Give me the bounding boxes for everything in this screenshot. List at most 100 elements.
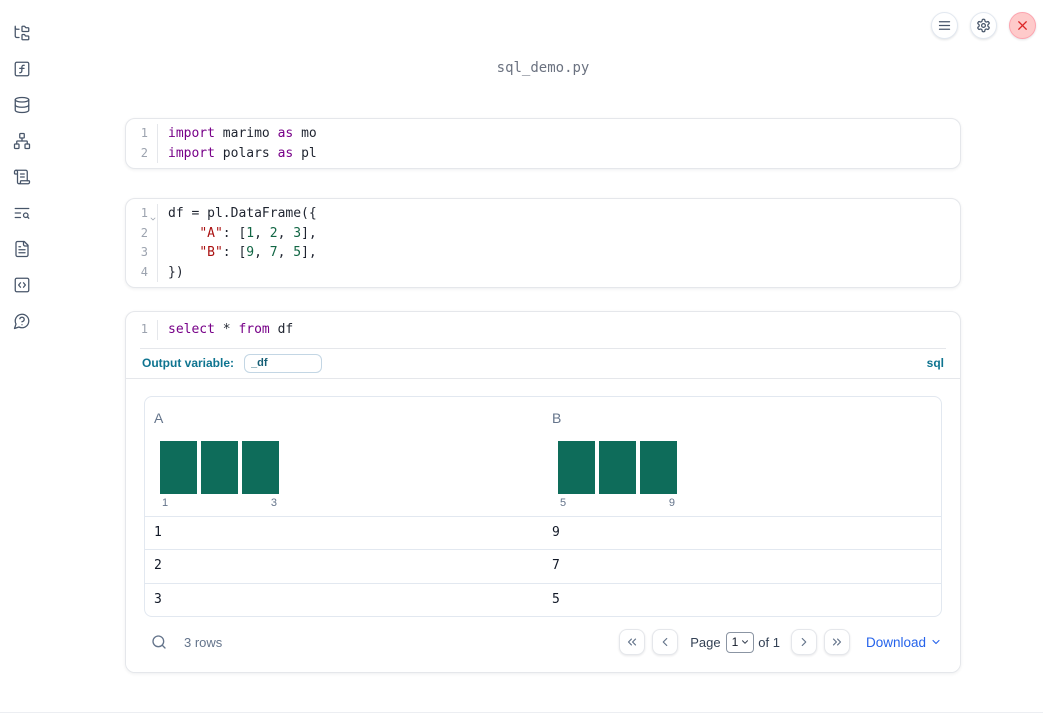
code-line: select * from df	[168, 320, 960, 340]
cell-output: A 1 3	[126, 378, 960, 672]
sql-editor[interactable]: 1 select * from df	[126, 312, 960, 348]
code-token	[168, 245, 199, 260]
code-token: as	[277, 145, 294, 161]
functions-icon[interactable]	[13, 60, 31, 78]
chevron-down-icon	[742, 640, 749, 644]
cell-value: 9	[552, 524, 560, 540]
chevron-right-icon	[801, 637, 807, 647]
code-token: 9	[246, 245, 255, 260]
histogram-bar	[201, 440, 238, 494]
table-footer: 3 rows Page 1 of 1	[144, 625, 942, 659]
code-line: })	[168, 263, 960, 283]
code-token: : [	[222, 225, 247, 241]
output-variable-row: Output variable: sql	[126, 349, 960, 379]
code-token: })	[168, 264, 184, 280]
next-page-button[interactable]	[790, 629, 817, 655]
previous-page-button[interactable]	[652, 629, 679, 655]
code-line: df = pl.DataFrame({	[168, 204, 960, 224]
code-token: df = pl.DataFrame({	[168, 206, 317, 221]
hist-min-label: 5	[560, 496, 567, 509]
code-line: import marimo as mo	[168, 124, 960, 144]
histogram-bar	[640, 440, 677, 494]
pagination: Page 1 of 1 Download	[612, 629, 942, 655]
table-row[interactable]: 1 9	[145, 515, 941, 550]
code-editor[interactable]: 1 2 import marimo as mo import polars as…	[126, 119, 960, 168]
code-token: 2	[269, 225, 278, 241]
page-select[interactable]: 1	[725, 631, 755, 653]
menu-icon	[938, 21, 951, 30]
code-editor[interactable]: 1 2 3 4 df = pl.DataFrame({ "A": [1, 2, …	[126, 199, 960, 287]
output-variable-input[interactable]	[244, 353, 323, 373]
line-number: 1	[140, 126, 148, 140]
notebook-filename[interactable]: sql_demo.py	[496, 60, 590, 76]
column-a-histogram: 1 3	[160, 440, 279, 509]
column-name: A	[154, 409, 164, 426]
helper-panel-sidebar	[0, 0, 44, 713]
code-token: mo	[293, 126, 317, 141]
column-header-a[interactable]: A 1 3	[145, 397, 543, 516]
histogram-bar	[242, 440, 279, 494]
code-cell-imports: 1 2 import marimo as mo import polars as…	[125, 118, 961, 169]
file-tree-icon[interactable]	[13, 24, 31, 42]
table-of-contents-search-icon[interactable]	[13, 204, 31, 222]
code-token: polars	[214, 145, 278, 161]
cell-value: 1	[154, 524, 162, 540]
search-icon[interactable]	[151, 634, 167, 650]
code-token: : [	[222, 245, 247, 260]
top-controls	[931, 12, 1036, 39]
logs-icon[interactable]	[13, 168, 31, 186]
shutdown-button[interactable]	[1009, 12, 1036, 39]
code-token: ],	[301, 225, 317, 241]
cell-value: 2	[154, 558, 162, 573]
code-token: ,	[254, 245, 270, 260]
cell-value: 3	[154, 591, 162, 607]
download-button[interactable]: Download	[866, 635, 942, 650]
code-token: ,	[277, 245, 294, 260]
table-row[interactable]: 2 7	[145, 549, 941, 583]
code-token: ],	[301, 245, 317, 260]
menu-button[interactable]	[931, 12, 958, 39]
column-b-histogram: 5 9	[558, 440, 677, 509]
hist-min-label: 1	[162, 496, 169, 509]
documentation-icon[interactable]	[13, 240, 31, 258]
last-page-button[interactable]	[823, 629, 850, 655]
hist-max-label: 3	[270, 496, 277, 509]
notebook: sql_demo.py 1 2 import marimo as mo impo…	[125, 0, 961, 673]
code-line: import polars as pl	[168, 144, 960, 164]
code-token	[168, 226, 199, 241]
help-icon[interactable]	[13, 312, 31, 330]
line-number: 1	[126, 204, 157, 224]
datasources-icon[interactable]	[13, 96, 31, 114]
line-number: 3	[140, 245, 148, 259]
dependency-graph-icon[interactable]	[13, 132, 31, 150]
row-count: 3 rows	[184, 634, 223, 650]
code-token: import	[168, 126, 215, 141]
language-badge: sql	[926, 356, 944, 370]
code-token: ,	[277, 225, 294, 241]
divider	[140, 347, 946, 349]
code-line: "A": [1, 2, 3],	[168, 224, 960, 244]
output-variable-label: Output variable:	[142, 356, 235, 370]
code-token: ,	[254, 225, 270, 241]
code-token: select	[168, 322, 215, 337]
code-token: pl	[293, 145, 317, 161]
code-token: as	[277, 126, 294, 141]
line-number: 1	[140, 322, 148, 336]
table-header: A 1 3	[145, 397, 941, 516]
histogram-bar	[160, 440, 197, 494]
code-token: 3	[293, 225, 302, 241]
snippets-icon[interactable]	[13, 276, 31, 294]
code-token: import	[168, 145, 215, 161]
column-header-b[interactable]: B 5 9	[543, 397, 941, 516]
sql-cell: 1 select * from df Output variable: sql …	[125, 311, 961, 673]
table-row[interactable]: 3 5	[145, 582, 941, 617]
cell-value: 5	[552, 591, 560, 607]
first-page-button[interactable]	[619, 629, 646, 655]
line-number: 4	[140, 264, 148, 279]
page-select-value: 1	[731, 635, 739, 649]
page-label: Page	[690, 634, 721, 650]
code-token: "A"	[199, 225, 223, 241]
fold-chevron-icon[interactable]	[149, 210, 157, 221]
settings-button[interactable]	[970, 12, 997, 39]
column-name: B	[552, 409, 562, 426]
